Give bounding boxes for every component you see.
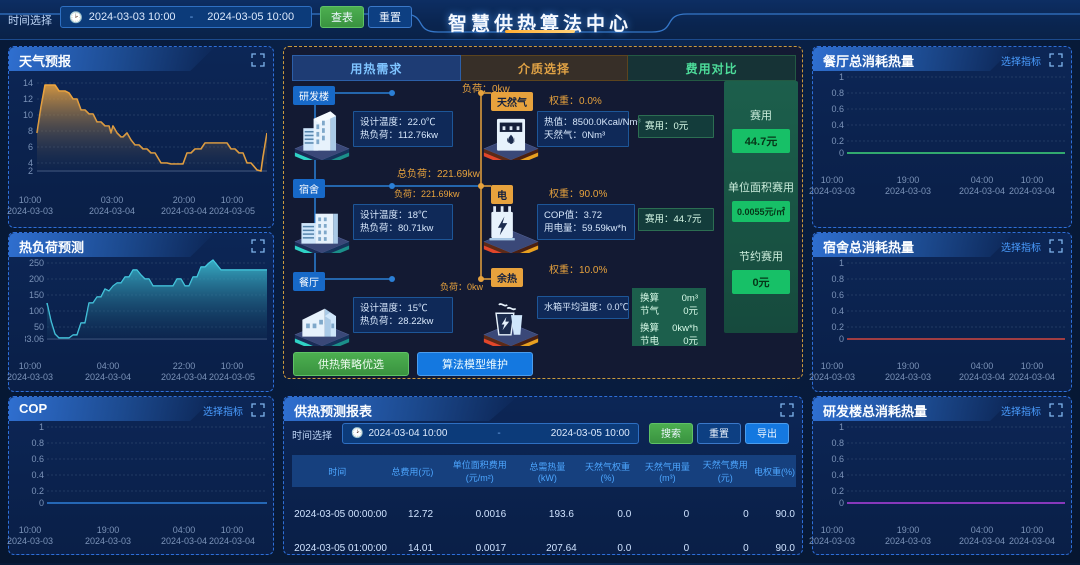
svg-text:0.2: 0.2 [831, 486, 844, 496]
svg-text:0.2: 0.2 [831, 322, 844, 332]
svg-text:0.6: 0.6 [31, 454, 44, 464]
svg-text:10: 10 [23, 110, 33, 120]
svg-text:0.8: 0.8 [31, 438, 44, 448]
svg-text:1: 1 [839, 73, 844, 82]
svg-text:150: 150 [29, 290, 44, 300]
svg-text:0.4: 0.4 [831, 120, 844, 130]
svg-text:33.06: 33.06 [25, 334, 44, 344]
svg-text:14: 14 [23, 78, 33, 88]
svg-text:1: 1 [39, 423, 44, 432]
svg-text:0: 0 [839, 148, 844, 158]
svg-text:200: 200 [29, 274, 44, 284]
svg-text:0.8: 0.8 [831, 88, 844, 98]
svg-text:100: 100 [29, 306, 44, 316]
svg-text:0: 0 [839, 498, 844, 508]
svg-text:12: 12 [23, 94, 33, 104]
svg-text:6: 6 [28, 142, 33, 152]
svg-text:0.6: 0.6 [831, 104, 844, 114]
svg-text:250: 250 [29, 259, 44, 268]
svg-text:50: 50 [34, 322, 44, 332]
svg-text:8: 8 [28, 126, 33, 136]
svg-text:1: 1 [839, 259, 844, 268]
svg-text:0.4: 0.4 [31, 470, 44, 480]
svg-text:0.8: 0.8 [831, 274, 844, 284]
svg-text:0.2: 0.2 [31, 486, 44, 496]
svg-text:2: 2 [28, 166, 33, 176]
svg-text:0.4: 0.4 [831, 470, 844, 480]
svg-text:0: 0 [39, 498, 44, 508]
svg-text:0.4: 0.4 [831, 306, 844, 316]
svg-text:0.6: 0.6 [831, 290, 844, 300]
svg-text:1: 1 [839, 423, 844, 432]
svg-text:0: 0 [839, 334, 844, 344]
svg-text:0.6: 0.6 [831, 454, 844, 464]
svg-text:0.2: 0.2 [831, 136, 844, 146]
svg-text:0.8: 0.8 [831, 438, 844, 448]
